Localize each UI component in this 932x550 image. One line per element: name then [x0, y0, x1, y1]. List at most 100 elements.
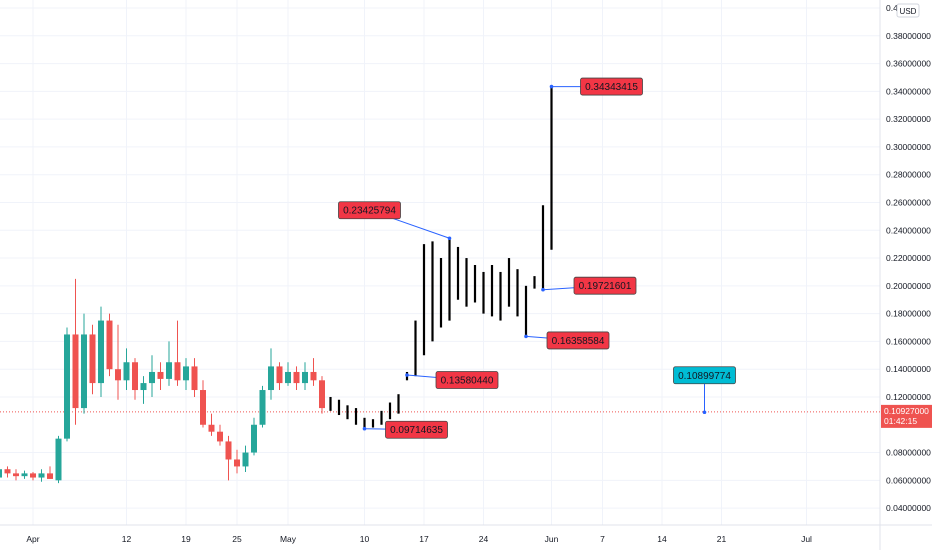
candle-body — [319, 380, 325, 409]
candle-body — [123, 362, 130, 381]
candle-body — [89, 334, 96, 384]
candle-body — [30, 473, 36, 478]
candle-body — [276, 366, 283, 384]
candle-body — [106, 320, 113, 370]
callout-box — [580, 77, 643, 96]
candle-body — [81, 334, 87, 409]
time-tick-label: 12 — [122, 534, 132, 544]
current-price-value: 0.10927000 — [884, 406, 929, 416]
price-tick-label: 0.16000000 — [886, 336, 931, 346]
callout-anchor-dot — [549, 84, 554, 89]
candle-body — [157, 371, 164, 379]
price-axis[interactable]: 0.04000000 0.06000000 0.08000000 0.12000000… — [886, 3, 931, 513]
price-callout[interactable]: 0.10899774 — [673, 366, 736, 415]
candle-body — [225, 441, 232, 460]
candle-body — [132, 362, 138, 391]
price-tick-label: 0.36000000 — [886, 59, 931, 69]
candle-body — [4, 469, 11, 474]
price-tick-label: 0.04000000 — [886, 503, 931, 513]
callout-anchor-dot — [405, 373, 409, 377]
candle-body — [259, 390, 266, 425]
callout-label: 0.10899774 — [678, 371, 731, 382]
candle-body — [200, 390, 206, 425]
callout-anchor-dot — [362, 426, 367, 431]
callout-label: 0.23425794 — [343, 206, 396, 217]
candle-body — [293, 371, 300, 384]
callout-box — [673, 366, 736, 385]
candle-body — [183, 366, 189, 381]
candle-body — [140, 383, 147, 391]
candle-body — [21, 473, 28, 477]
candle-body — [149, 371, 155, 384]
time-tick-label: 24 — [479, 534, 489, 544]
candle-body — [217, 431, 223, 442]
callout-box — [435, 371, 499, 389]
price-callout[interactable]: 0.34343415 — [549, 77, 643, 96]
candle-body — [64, 334, 70, 439]
time-tick-label: 10 — [360, 534, 370, 544]
time-tick-label: Jul — [801, 534, 812, 544]
current-price-countdown: 01:42:15 — [884, 416, 917, 426]
candle-body — [38, 473, 45, 478]
price-callout[interactable]: 0.13580440 — [405, 371, 499, 389]
candle-body — [72, 334, 79, 409]
price-tick-label: 0.22000000 — [886, 253, 931, 263]
candle-body — [191, 366, 198, 391]
candle-body — [13, 473, 19, 477]
time-tick-label: May — [280, 534, 297, 544]
candle-body — [174, 362, 181, 381]
price-tick-label: 0.08000000 — [886, 448, 931, 458]
price-tick-label: 0.38000000 — [886, 31, 931, 41]
time-tick-label: Jun — [545, 534, 559, 544]
candle-body — [302, 371, 308, 384]
time-tick-label: 14 — [657, 534, 667, 544]
price-callouts: 0.34343415 0.23425794 0.19721601 0.16358584… — [338, 77, 736, 439]
callout-anchor-dot — [702, 410, 707, 415]
time-tick-label: 7 — [600, 534, 605, 544]
candle-body — [115, 369, 121, 381]
candle-body — [55, 438, 62, 481]
callout-box — [546, 331, 610, 350]
price-tick-label: 0.20000000 — [886, 281, 931, 291]
time-tick-label: 19 — [181, 534, 191, 544]
price-callout[interactable]: 0.09714635 — [362, 420, 448, 439]
candle-body — [310, 371, 317, 381]
candle-body — [234, 459, 240, 467]
candle-body — [242, 452, 249, 467]
time-tick-label: 21 — [717, 534, 727, 544]
price-tick-label: 0.14000000 — [886, 364, 931, 374]
currency-label: USD — [900, 7, 917, 16]
time-axis[interactable]: Apr 12 19 25 May 10 17 24 Jun 7 14 21 Jul — [26, 534, 812, 544]
candle-body — [47, 473, 53, 479]
candles — [0, 278, 325, 484]
price-tick-label: 0.28000000 — [886, 170, 931, 180]
currency-badge[interactable]: USD — [896, 3, 920, 18]
candle-body — [166, 362, 172, 379]
callout-anchor-dot — [524, 334, 528, 339]
current-price-tag: 0.10927000 01:42:15 — [881, 404, 932, 428]
candle-body — [251, 424, 257, 453]
price-callout[interactable]: 0.16358584 — [524, 331, 610, 350]
price-tick-label: 0.34000000 — [886, 86, 931, 96]
price-tick-label: 0.32000000 — [886, 114, 931, 124]
callout-label: 0.34343415 — [585, 82, 638, 93]
bars — [329, 87, 553, 429]
candle-body — [268, 366, 274, 391]
time-tick-label: Apr — [26, 534, 39, 544]
callout-label: 0.13580440 — [441, 376, 494, 387]
callout-anchor-dot — [541, 287, 545, 292]
price-tick-label: 0.24000000 — [886, 225, 931, 235]
price-tick-label: 0.30000000 — [886, 142, 931, 152]
price-callout[interactable]: 0.19721601 — [541, 276, 637, 295]
price-tick-label: 0.06000000 — [886, 475, 931, 485]
callout-label: 0.19721601 — [579, 281, 632, 292]
callout-box — [573, 276, 637, 295]
callout-label: 0.16358584 — [552, 336, 605, 347]
price-tick-label: 0.18000000 — [886, 309, 931, 319]
callout-box — [338, 201, 401, 220]
candle-body — [0, 469, 2, 478]
price-callout[interactable]: 0.23425794 — [338, 201, 452, 241]
callout-box — [385, 420, 448, 439]
candle-body — [285, 371, 291, 384]
